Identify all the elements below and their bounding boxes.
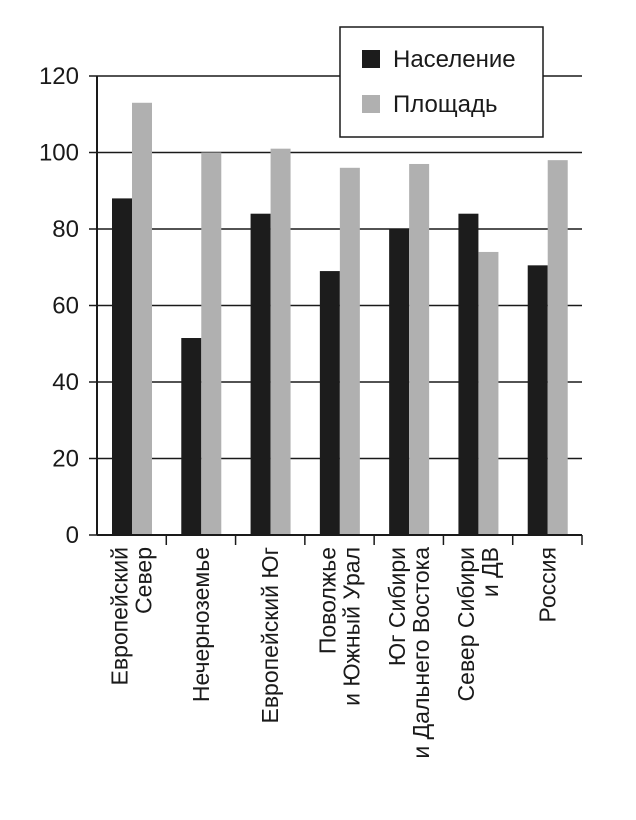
- y-tick-label: 120: [39, 63, 79, 90]
- category-label: Север Сибири: [453, 547, 479, 701]
- bar-area-3: [339, 167, 360, 536]
- y-tick-label: 100: [39, 140, 79, 167]
- bar-population-4: [389, 229, 410, 535]
- category-label: Европейский: [107, 547, 133, 686]
- y-tick-label: 60: [52, 293, 79, 320]
- category-label: Россия: [534, 547, 560, 622]
- y-tick-label: 20: [52, 446, 79, 473]
- bar-population-3: [319, 271, 340, 535]
- category-label: Нечерноземье: [188, 547, 214, 702]
- legend-box: [339, 26, 544, 138]
- bar-area-0: [132, 102, 152, 536]
- category-label: и ДВ: [477, 547, 503, 597]
- bar-population-1: [181, 338, 202, 535]
- y-tick-label: 40: [52, 369, 79, 396]
- bar-population-0: [112, 198, 132, 535]
- bars: [112, 102, 568, 536]
- bar-area-5: [478, 251, 499, 535]
- bar-population-6: [527, 265, 548, 535]
- bar-area-1: [201, 152, 222, 535]
- category-label: Поволжье: [315, 547, 341, 654]
- legend-swatch-area: [362, 95, 380, 113]
- category-label: и Южный Урал: [339, 547, 365, 706]
- legend-swatch-population: [362, 50, 380, 68]
- legend-label-area: Площадь: [393, 91, 497, 118]
- legend-label-population: Население: [393, 46, 516, 73]
- category-label: Европейский Юг: [257, 547, 283, 724]
- y-tick-label: 0: [66, 522, 79, 549]
- bar-population-5: [458, 213, 479, 535]
- axes: [96, 76, 583, 545]
- legend: Население Площадь: [339, 26, 544, 138]
- bar-area-6: [547, 160, 568, 535]
- category-label: Север: [131, 547, 157, 614]
- bar-area-2: [270, 148, 291, 536]
- bar-population-2: [250, 213, 271, 535]
- bar-area-4: [409, 163, 430, 535]
- y-tick-labels: 0 20 40 60 80 100 120: [39, 63, 79, 549]
- category-label: Юг Сибири: [384, 547, 410, 666]
- category-label: и Дальнего Востока: [408, 547, 434, 759]
- y-tick-label: 80: [52, 216, 79, 243]
